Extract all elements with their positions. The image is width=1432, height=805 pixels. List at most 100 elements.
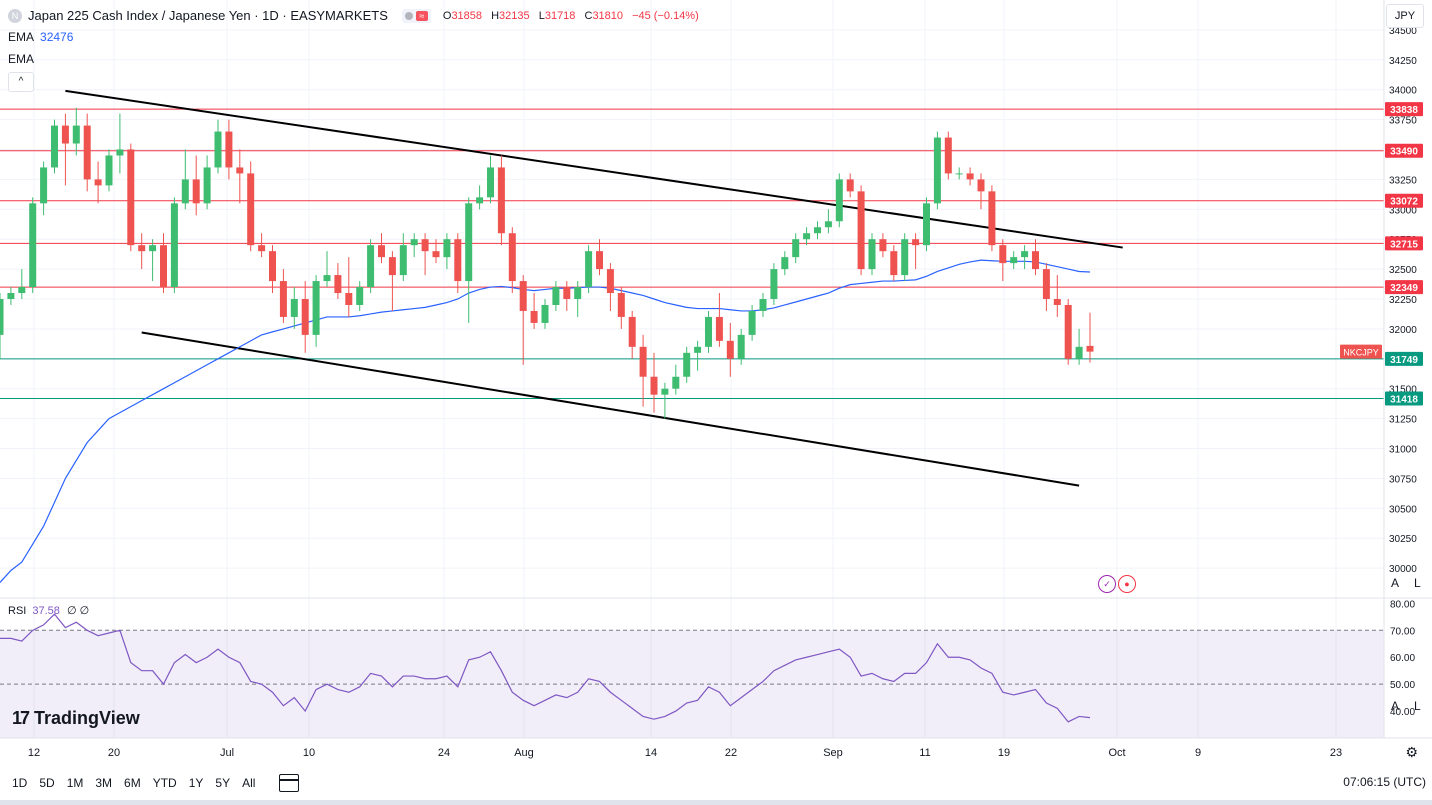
candle [290,287,298,329]
candle-body [18,287,26,294]
channel-line [141,331,1080,487]
ema-legend-2[interactable]: EMA [8,52,34,66]
candle-body [290,299,298,317]
candle [606,263,614,311]
candle [792,233,800,264]
price-tick-label: 32000 [1389,325,1417,336]
candle [715,293,723,347]
candle [192,155,200,216]
candle-body [421,239,429,252]
chart-alerts[interactable]: ✓ ● [1098,575,1136,593]
candle-body [51,125,58,168]
candle [661,382,669,419]
candle-body [585,251,593,288]
level-tag [1385,351,1423,366]
rsi-tick-label: 60.00 [1390,653,1415,664]
close-label: C [584,9,593,22]
range-button-5d[interactable]: 5D [39,776,55,790]
candle [51,119,58,174]
candle-body [236,167,244,174]
candle-body [443,239,451,258]
candle-body [149,245,157,252]
level-tag-label: 32349 [1390,283,1418,294]
open-label: O [442,9,452,22]
candle [465,197,473,323]
time-range-buttons: 1D 5D 1M 3M 6M YTD 1Y 5Y All [0,776,261,790]
range-button-6m[interactable]: 6M [124,776,141,790]
close-value: 31810 [592,9,624,22]
range-button-1m[interactable]: 1M [66,776,84,790]
symbol-title[interactable]: Japan 225 Cash Index / Japanese Yen · 1D… [28,8,388,23]
range-button-1d[interactable]: 1D [12,776,28,790]
price-tick-label: 34000 [1389,86,1417,97]
candle-body [933,137,941,204]
currency-selector[interactable]: JPY [1386,4,1424,28]
candle [1032,239,1039,276]
candle [988,185,996,252]
candle-body [214,131,222,168]
candle [835,173,843,228]
time-tick-label: Oct [1108,747,1125,759]
candle [824,209,832,234]
range-button-5y[interactable]: 5Y [215,776,231,790]
time-tick-label: Jul [220,747,234,759]
candle-body [116,149,124,156]
candle-body [606,269,614,294]
candle-body [192,179,200,204]
candle-body [639,346,647,377]
candle [541,299,549,329]
rsi-legend[interactable]: RSI 37.58 ∅ ∅ [8,604,89,617]
time-tick-label: 22 [725,747,737,759]
time-tick-label: 10 [303,747,315,759]
rsi-tick-label: 70.00 [1390,626,1415,637]
channel-line [65,89,1123,249]
candle [585,245,593,294]
candle [944,131,952,180]
range-button-3m[interactable]: 3M [95,776,113,790]
candle-body [759,299,767,311]
range-button-ytd[interactable]: YTD [152,776,177,790]
indicator-alert-icon[interactable]: ✓ [1098,575,1116,593]
candle [672,364,680,395]
price-tick-label: 33250 [1389,175,1417,186]
price-tick-label: 34500 [1389,26,1417,37]
candle [759,293,767,317]
auto-scale-button[interactable]: A [1391,576,1400,590]
candle-body [312,281,320,335]
candle [421,233,429,276]
calendar-range-icon[interactable] [279,774,300,792]
tradingview-logo[interactable]: 17 TradingView [12,708,140,729]
candle [705,310,712,353]
candle-body [1042,269,1050,299]
tradingview-mark-icon: 17 [12,708,30,728]
data-status-badge[interactable]: ≈ [401,8,431,23]
range-button-1y[interactable]: 1Y [188,776,204,790]
candle [0,293,4,359]
candle [127,143,135,252]
candle [781,251,789,276]
price-alert-icon[interactable]: ● [1118,575,1136,593]
candle-body [694,346,702,353]
rsi-log-scale-button[interactable]: L [1414,699,1421,713]
rsi-auto-scale-button[interactable]: A [1391,699,1400,713]
candle [7,287,15,305]
settings-button[interactable]: ⚙ [1405,744,1418,761]
candle [977,173,985,210]
candle-body [465,203,473,282]
candle-body [923,203,930,246]
candle [40,161,48,216]
rsi-value: 37.58 [32,605,60,617]
candle-body [160,245,167,288]
clock[interactable]: 07:06:15 (UTC) [1343,775,1426,789]
log-scale-button[interactable]: L [1414,576,1421,590]
time-tick-label: 11 [919,747,930,759]
candle [149,239,157,282]
high-label: H [491,9,500,22]
candle-body [203,167,211,204]
candle [563,281,571,311]
collapse-legend-button[interactable]: ^ [8,72,34,92]
range-button-all[interactable]: All [242,776,256,790]
ema-legend-1[interactable]: EMA 32476 [8,30,73,44]
chevron-up-icon: ^ [18,76,24,87]
